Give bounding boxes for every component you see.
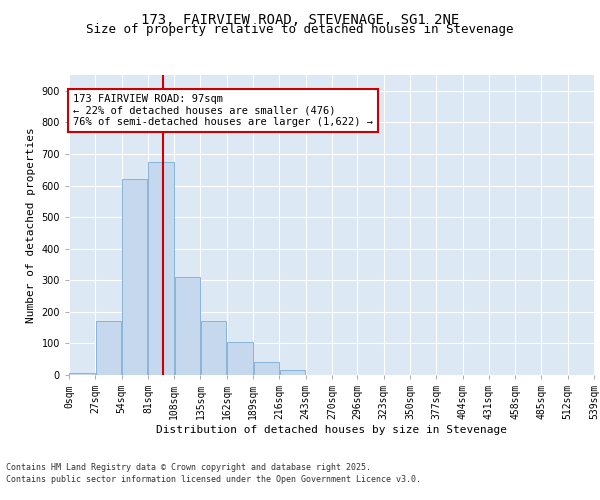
- Bar: [254, 362, 279, 375]
- Bar: [122, 179, 148, 375]
- Text: 173, FAIRVIEW ROAD, STEVENAGE, SG1 2NE: 173, FAIRVIEW ROAD, STEVENAGE, SG1 2NE: [141, 12, 459, 26]
- Bar: [227, 342, 253, 375]
- Text: Contains HM Land Registry data © Crown copyright and database right 2025.: Contains HM Land Registry data © Crown c…: [6, 462, 371, 471]
- Bar: [175, 277, 200, 375]
- Text: 173 FAIRVIEW ROAD: 97sqm
← 22% of detached houses are smaller (476)
76% of semi-: 173 FAIRVIEW ROAD: 97sqm ← 22% of detach…: [73, 94, 373, 127]
- Y-axis label: Number of detached properties: Number of detached properties: [26, 127, 36, 323]
- X-axis label: Distribution of detached houses by size in Stevenage: Distribution of detached houses by size …: [156, 425, 507, 435]
- Bar: [70, 374, 95, 375]
- Bar: [96, 322, 121, 375]
- Text: Contains public sector information licensed under the Open Government Licence v3: Contains public sector information licen…: [6, 475, 421, 484]
- Text: Size of property relative to detached houses in Stevenage: Size of property relative to detached ho…: [86, 24, 514, 36]
- Bar: [201, 322, 226, 375]
- Bar: [148, 162, 174, 375]
- Bar: [280, 370, 305, 375]
